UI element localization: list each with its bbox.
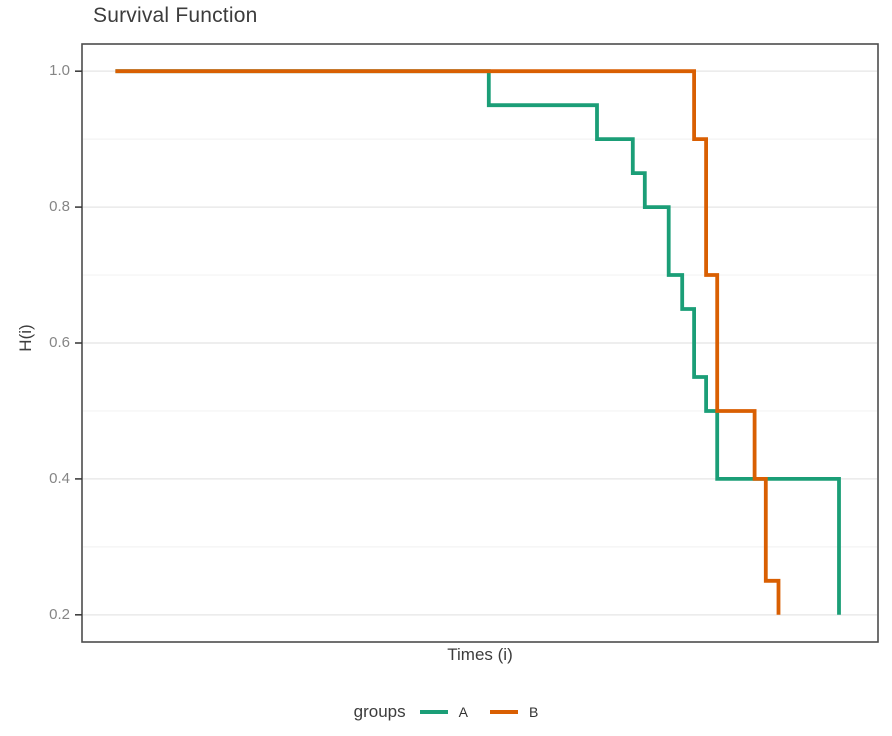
y-tick-label: 0.6	[49, 334, 70, 351]
legend-item-B: B	[489, 704, 539, 720]
x-axis-title: Times (i)	[447, 645, 513, 664]
chart-title: Survival Function	[93, 4, 258, 27]
legend-item-A: A	[419, 704, 468, 720]
survival-curve-A	[115, 69, 841, 615]
y-tick-label: 0.8	[49, 198, 70, 216]
y-tick-label: 1.0	[49, 62, 70, 80]
legend-key-B	[489, 710, 518, 714]
legend-label-A: A	[458, 704, 468, 720]
y-tick-label: 0.4	[49, 469, 70, 487]
legend-key-A	[419, 710, 448, 714]
legend-label-B: B	[528, 704, 539, 720]
y-tick-label: 0.2	[49, 605, 70, 623]
survival-curve-B	[115, 69, 781, 615]
legend-title: groups	[353, 702, 406, 721]
y-axis-title: H(i)	[16, 324, 35, 352]
